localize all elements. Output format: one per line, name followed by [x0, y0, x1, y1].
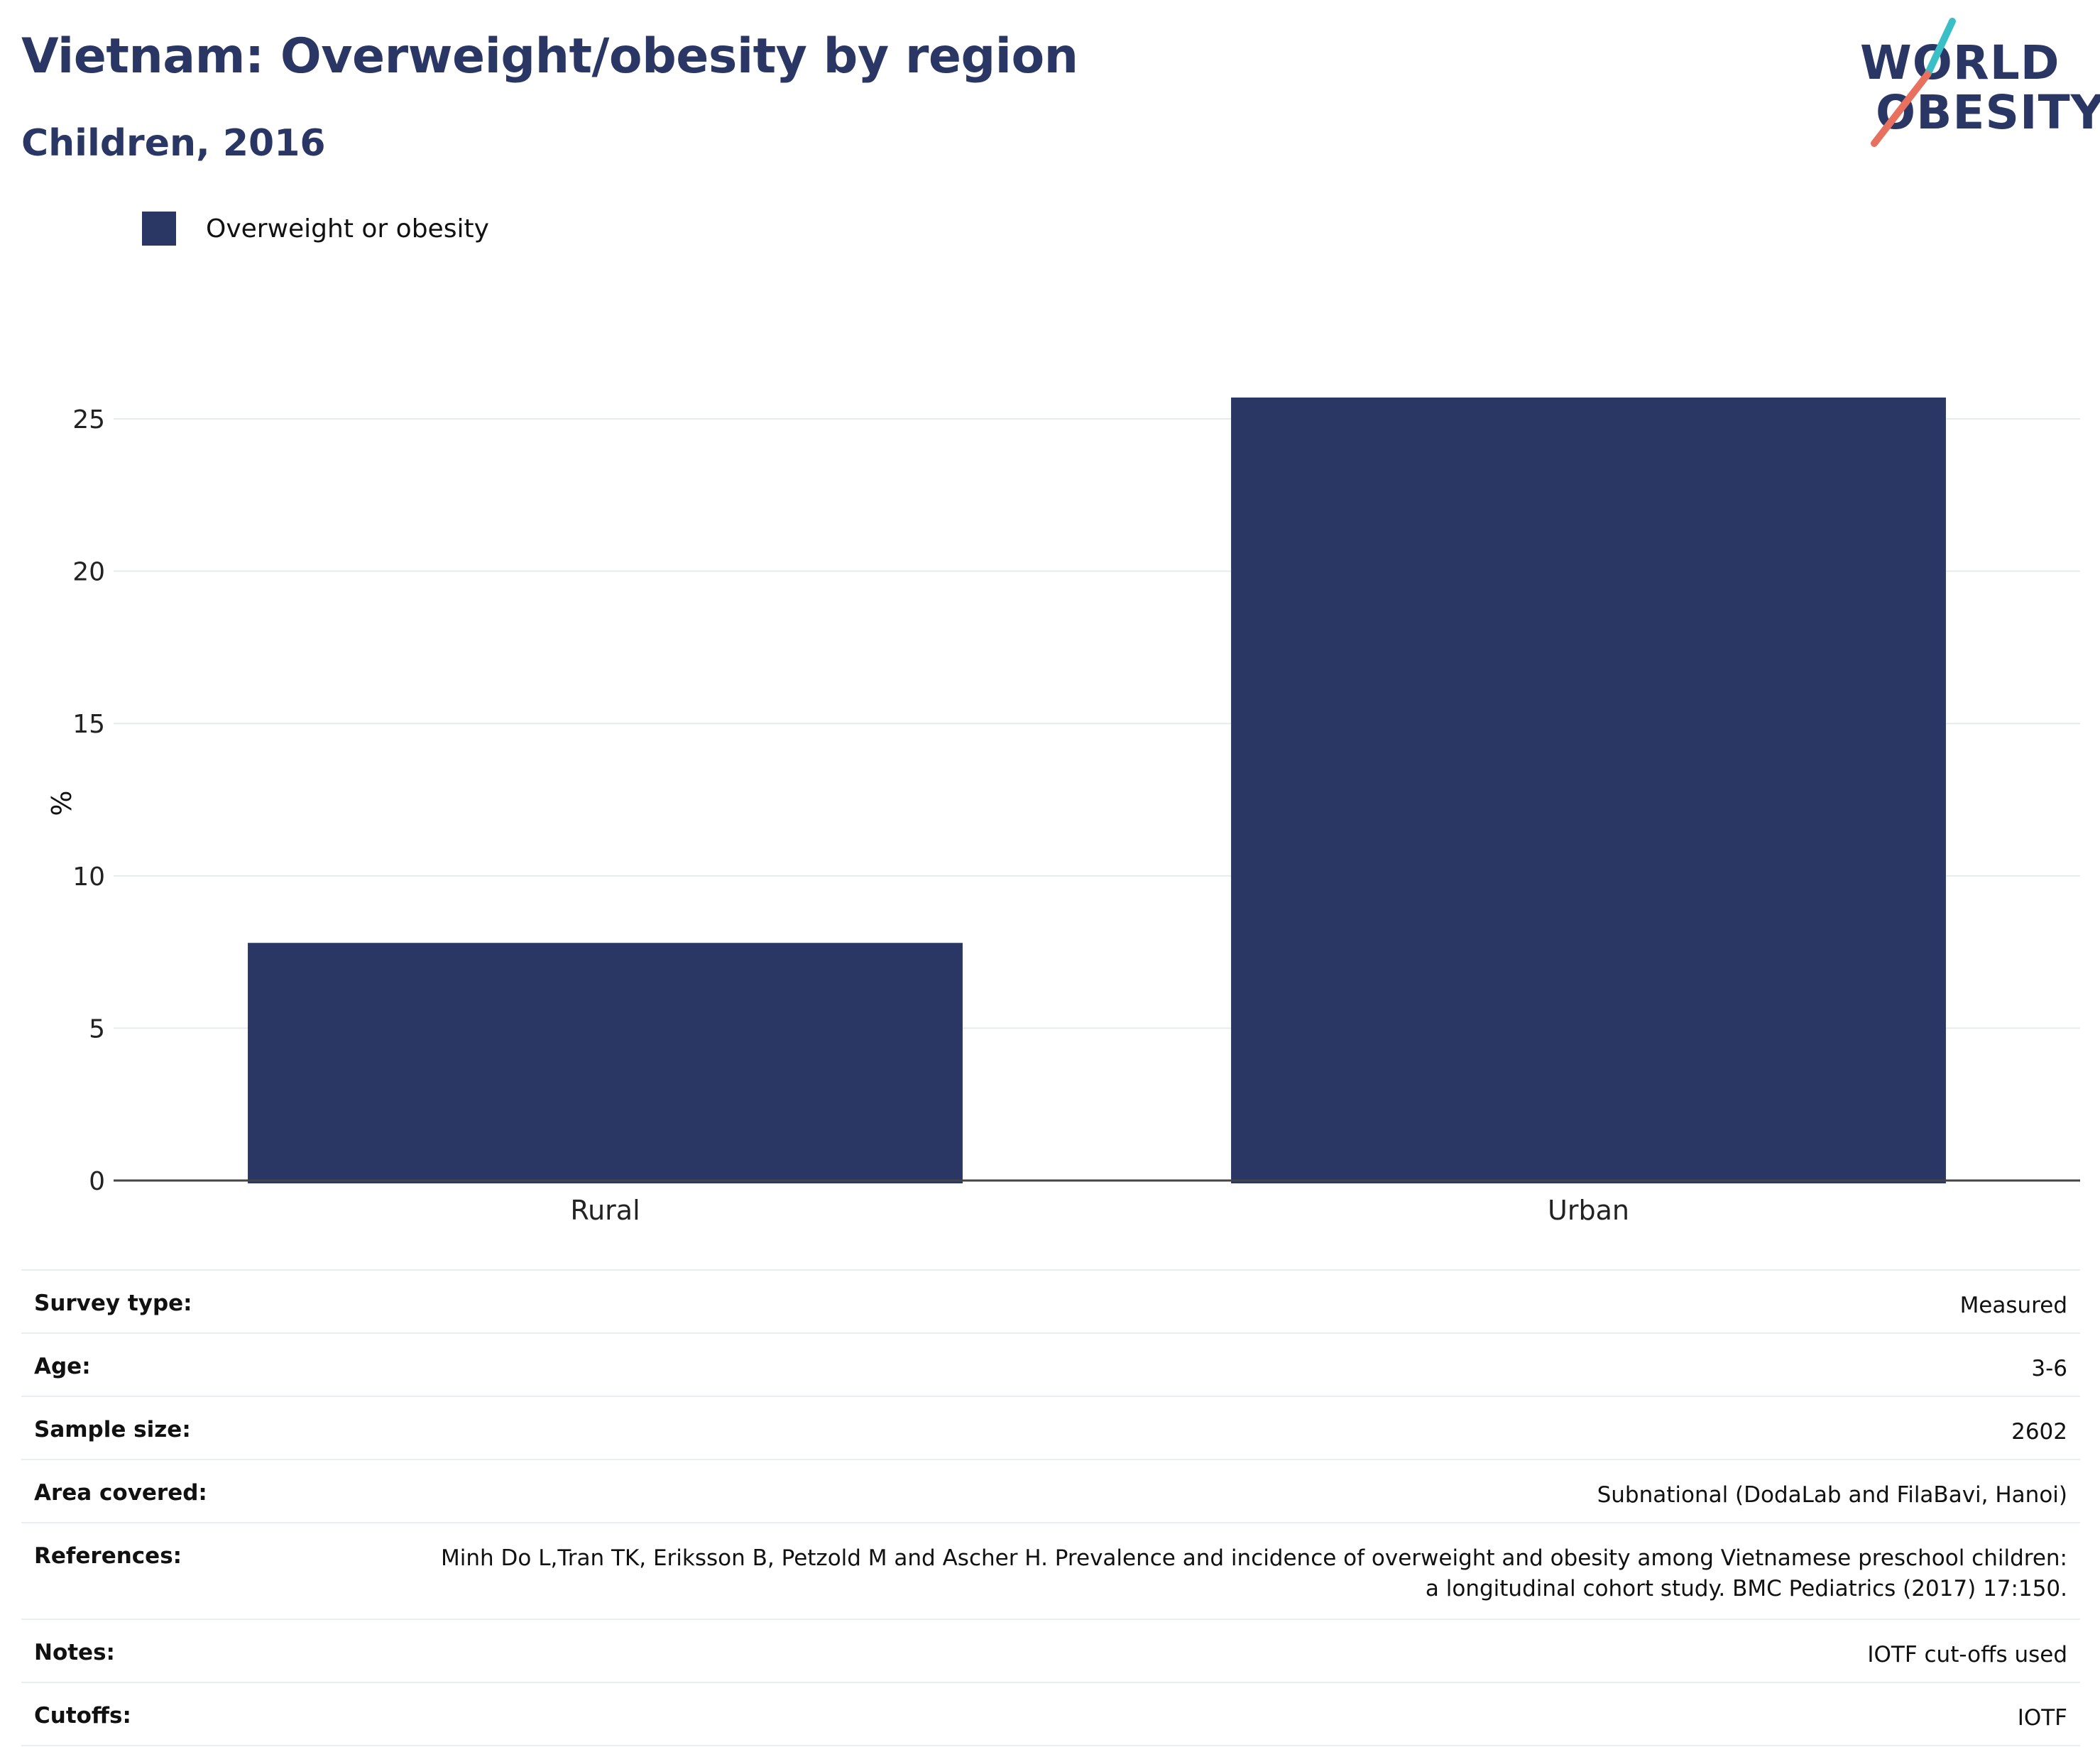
bar-rural: [248, 943, 963, 1183]
chart-subtitle: Children, 2016: [21, 122, 326, 165]
meta-value: Minh Do L,Tran TK, Eriksson B, Petzold M…: [441, 1545, 2067, 1601]
world-obesity-logo: WORLD OBESITY: [1846, 14, 2100, 156]
y-tick-label: 15: [72, 710, 105, 739]
bar-urban: [1231, 398, 1946, 1183]
y-tick-label: 0: [89, 1167, 105, 1196]
meta-row: Cutoffs: IOTF: [21, 1682, 2080, 1746]
legend-swatch: [142, 212, 176, 246]
meta-row: Area covered: Subnational (DodaLab and Fi…: [21, 1459, 2080, 1522]
meta-row: Sample size: 2602: [21, 1396, 2080, 1459]
meta-value: IOTF cut-offs used: [1867, 1642, 2067, 1667]
meta-value: IOTF: [2017, 1705, 2067, 1731]
legend-label: Overweight or obesity: [206, 214, 489, 243]
meta-row: References: Minh Do L,Tran TK, Eriksson B…: [21, 1522, 2080, 1619]
meta-key: Cutoffs:: [34, 1703, 131, 1729]
legend: Overweight or obesity: [142, 212, 489, 246]
meta-value: Measured: [1959, 1293, 2067, 1318]
meta-key: References:: [34, 1543, 182, 1569]
y-tick-label: 25: [72, 405, 105, 434]
meta-key: Age:: [34, 1354, 91, 1379]
y-tick-label: 10: [72, 862, 105, 892]
meta-value: 3-6: [2031, 1356, 2067, 1381]
chart-title: Vietnam: Overweight/obesity by region: [21, 28, 1078, 84]
x-tick-label: Urban: [1548, 1195, 1629, 1226]
meta-row: Survey type: Measured: [21, 1269, 2080, 1332]
x-tick-label: Rural: [570, 1195, 640, 1226]
meta-key: Area covered:: [34, 1480, 207, 1506]
y-axis-label: %: [45, 790, 76, 816]
y-tick-label: 20: [72, 558, 105, 587]
logo-line-1: WORLD: [1860, 35, 2060, 90]
y-tick-label: 5: [89, 1014, 105, 1044]
survey-metadata-table: Survey type: Measured Age: 3-6 Sample size: 2…: [21, 1269, 2080, 1746]
bar-chart: 0 5 10 15 20 25% Rural Urban: [45, 398, 2080, 1226]
meta-key: Survey type:: [34, 1291, 192, 1316]
meta-row: Age: 3-6: [21, 1332, 2080, 1396]
meta-key: Sample size:: [34, 1417, 191, 1442]
logo-slash-icon: [1871, 18, 1956, 147]
meta-row: Notes: IOTF cut-offs used: [21, 1619, 2080, 1682]
meta-key: Notes:: [34, 1640, 115, 1665]
meta-value: Subnational (DodaLab and FilaBavi, Hanoi…: [1597, 1482, 2067, 1508]
meta-value: 2602: [2011, 1419, 2067, 1445]
